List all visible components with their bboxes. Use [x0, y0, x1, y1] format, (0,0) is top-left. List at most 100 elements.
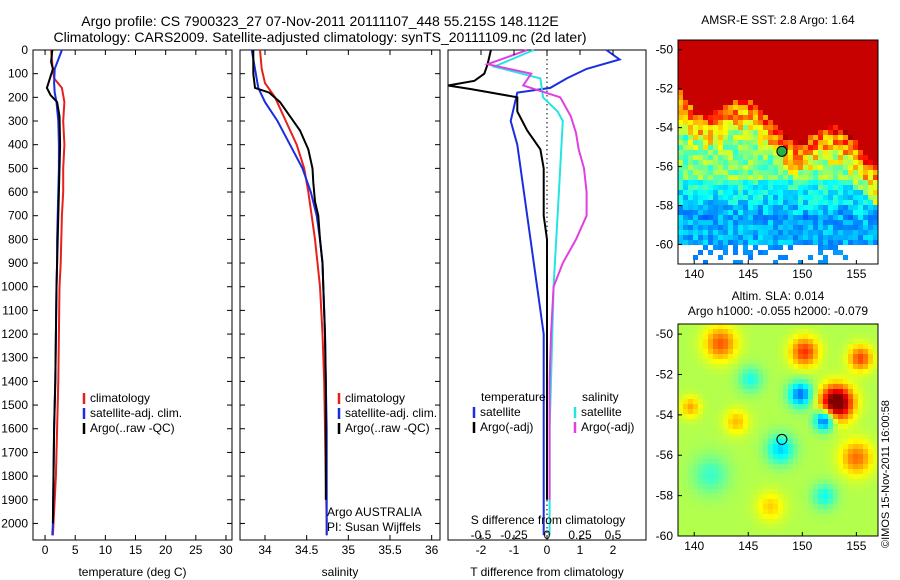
sla-map-cell: [738, 509, 743, 514]
sst-map-cell: [743, 185, 748, 190]
sla-map-cell: [853, 514, 858, 519]
sla-map-cell: [828, 404, 833, 409]
sst-map-cell: [703, 145, 708, 150]
sst-map-cell: [693, 80, 698, 85]
sla-map-frame: [677, 323, 879, 537]
sla-map-cell: [818, 504, 823, 509]
sst-map-cell: [853, 145, 858, 150]
sla-map-cell: [753, 344, 758, 349]
sla-map-cell: [678, 529, 683, 534]
sla-map-cell: [858, 504, 863, 509]
sst-map-cell: [823, 85, 828, 90]
sst-map-cell: [738, 185, 743, 190]
sla-map-cell: [788, 394, 793, 399]
sla-map-cell: [678, 519, 683, 524]
sla-map-cell: [738, 514, 743, 519]
sla-map-cell: [788, 524, 793, 529]
sst-map-cell: [833, 105, 838, 110]
sla-map-cell: [808, 424, 813, 429]
sla-map-cell: [758, 524, 763, 529]
sst-map-cell: [793, 160, 798, 165]
sla-map-cell: [733, 379, 738, 384]
sst-map-cell: [868, 195, 873, 200]
sst-map-cell: [753, 60, 758, 65]
sla-map-cell: [678, 499, 683, 504]
sst-map-cell: [863, 140, 868, 145]
sla-map-cell: [808, 354, 813, 359]
sla-map-cell: [848, 454, 853, 459]
sst-map-cell: [838, 215, 843, 220]
sst-map-cell: [768, 175, 773, 180]
sst-map-cell: [678, 180, 683, 185]
sst-map-cell: [753, 245, 758, 250]
sla-map-cell: [718, 404, 723, 409]
sst-map-cell: [738, 220, 743, 225]
argo-pi-label: PI: Susan Wijffels: [327, 520, 421, 534]
sst-map-cell: [838, 150, 843, 155]
sla-map-cell: [848, 329, 853, 334]
sst-map-cell: [823, 50, 828, 55]
sla-map-cell: [703, 534, 708, 536]
sla-map-cell: [708, 414, 713, 419]
sst-map-cell: [838, 120, 843, 125]
sst-map-cell: [703, 195, 708, 200]
sla-map-cell: [803, 514, 808, 519]
sst-map-cell: [793, 90, 798, 95]
sst-map-cell: [808, 170, 813, 175]
sst-map-ytick-label: -54: [656, 121, 674, 135]
sst-map-cell: [788, 160, 793, 165]
sst-map-cell: [758, 80, 763, 85]
sst-map-cell: [773, 165, 778, 170]
sla-map-cell: [698, 514, 703, 519]
sla-map-cell: [758, 529, 763, 534]
temperature-legend-item-label: satellite-adj. clim.: [90, 406, 182, 420]
sst-map-cell: [853, 100, 858, 105]
sla-map-cell: [743, 389, 748, 394]
sst-map-cell: [833, 115, 838, 120]
sst-map-cell: [798, 205, 803, 210]
sst-map-cell: [808, 255, 813, 260]
sst-map-cell: [753, 75, 758, 80]
sla-map-cell: [818, 379, 823, 384]
sst-map-cell: [848, 105, 853, 110]
sla-map-cell: [803, 384, 808, 389]
sst-map-cell: [733, 50, 738, 55]
sla-map-cell: [773, 434, 778, 439]
sla-map-cell: [843, 364, 848, 369]
sla-map-cell: [698, 419, 703, 424]
sst-map-cell: [723, 165, 728, 170]
sla-map-cell: [793, 464, 798, 469]
sst-map-cell: [823, 105, 828, 110]
sla-map-cell: [818, 514, 823, 519]
sla-map-cell: [798, 344, 803, 349]
sla-map-cell: [863, 384, 868, 389]
sst-map-cell: [698, 95, 703, 100]
sst-map-cell: [733, 135, 738, 140]
sla-map-cell: [693, 514, 698, 519]
sla-map-cell: [728, 324, 733, 329]
sst-map-cell: [848, 65, 853, 70]
sst-map-cell: [688, 85, 693, 90]
sla-map-cell: [723, 494, 728, 499]
sla-map-cell: [813, 444, 818, 449]
sla-map-cell: [693, 359, 698, 364]
sla-map-cell: [808, 469, 813, 474]
sst-map-cell: [813, 115, 818, 120]
sst-map-cell: [708, 190, 713, 195]
sst-map-cell: [818, 225, 823, 230]
sst-map-cell: [703, 60, 708, 65]
sst-map-cell: [748, 95, 753, 100]
sst-map-cell: [723, 145, 728, 150]
sla-map-cell: [733, 414, 738, 419]
sla-map-cell: [743, 469, 748, 474]
sla-map-cell: [798, 399, 803, 404]
sla-map-cell: [718, 529, 723, 534]
sst-map-cell: [738, 60, 743, 65]
sla-map-cell: [833, 429, 838, 434]
sla-map-cell: [718, 534, 723, 536]
sst-map-cell: [838, 50, 843, 55]
sla-map-cell: [778, 374, 783, 379]
sla-map-cell: [798, 434, 803, 439]
sla-map-cell: [688, 519, 693, 524]
sla-map-cell: [738, 339, 743, 344]
